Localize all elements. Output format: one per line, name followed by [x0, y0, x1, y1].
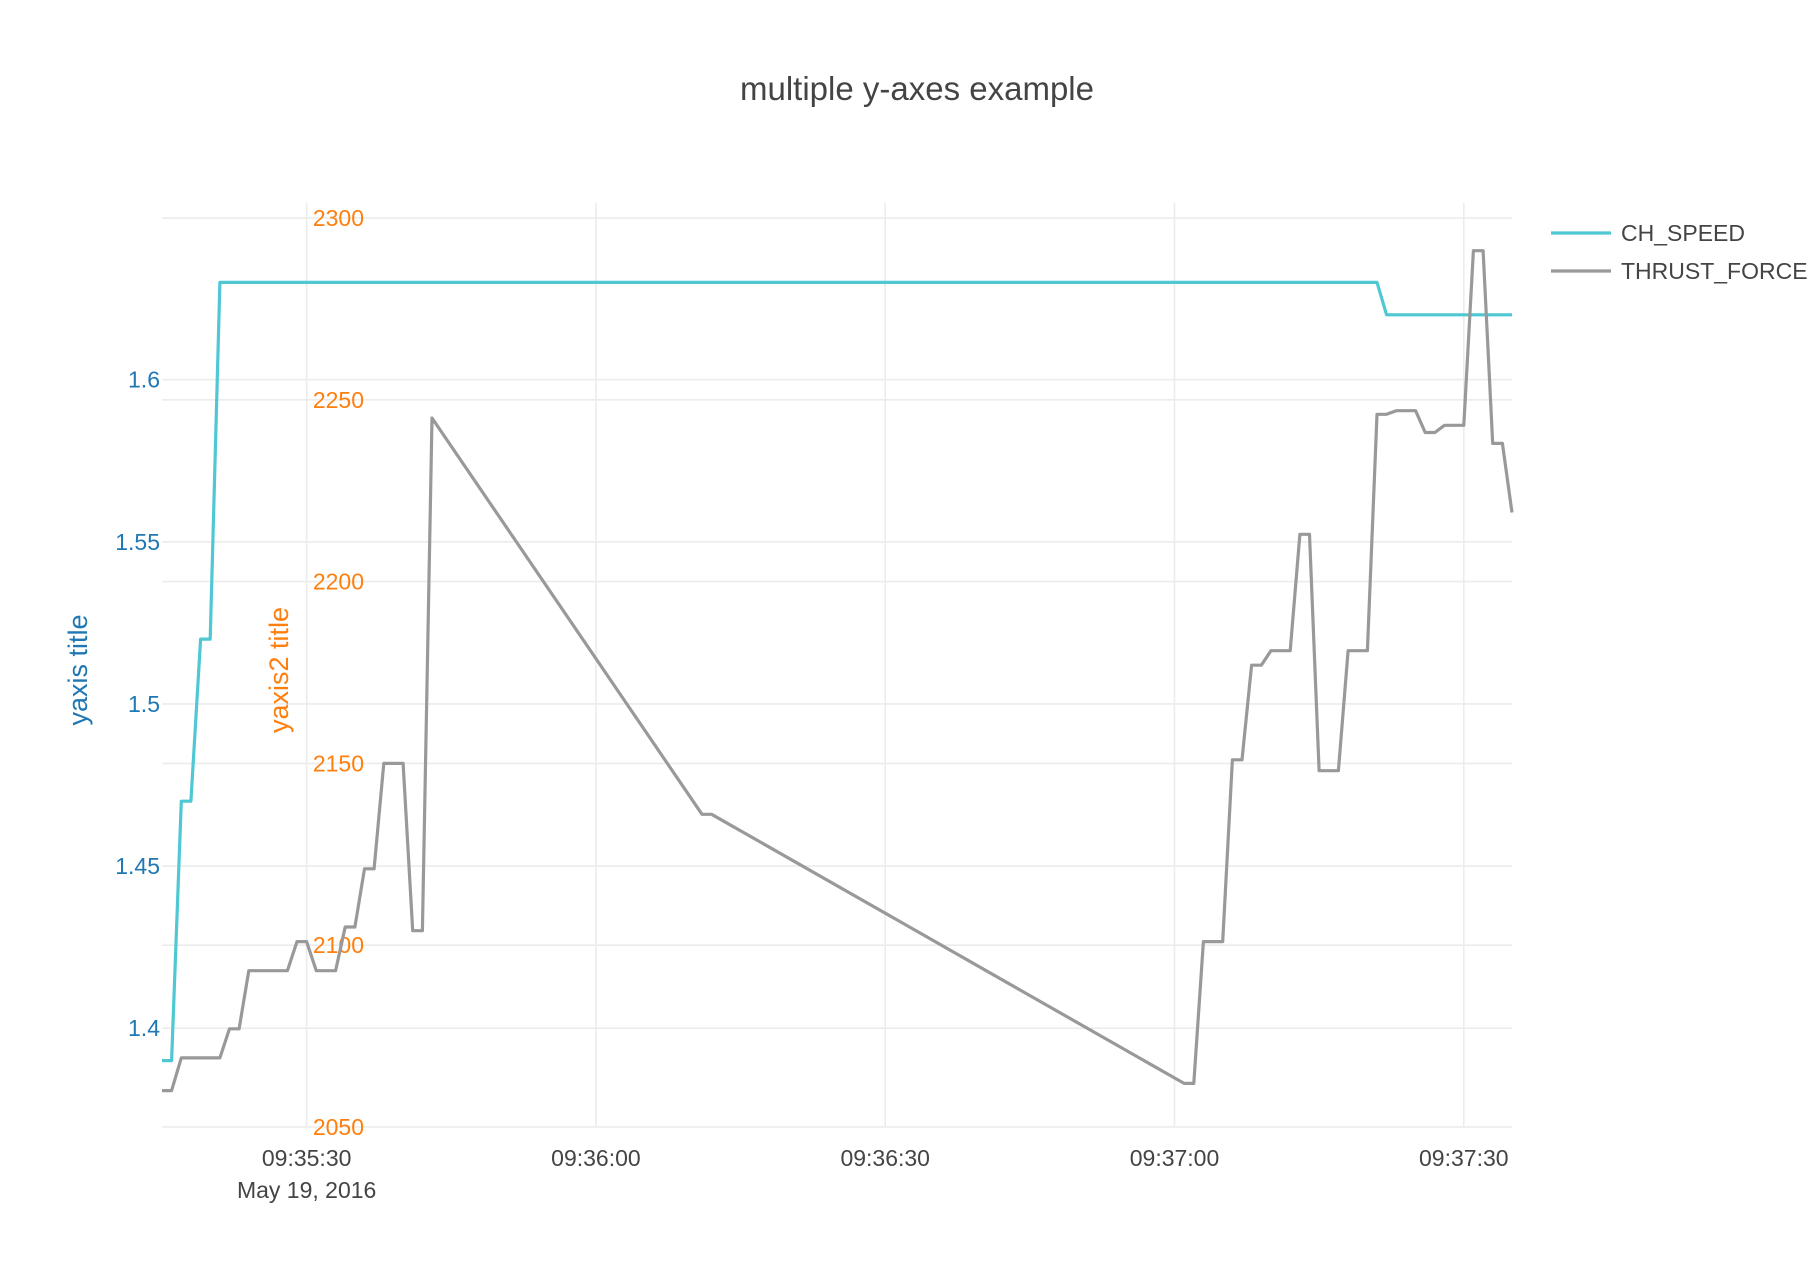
y-tick-label: 1.4 [128, 1015, 160, 1041]
y2-tick-label: 2150 [313, 750, 364, 776]
y2-tick-label: 2050 [313, 1114, 364, 1140]
y-tick-label: 1.45 [115, 853, 160, 879]
x-date-label: May 19, 2016 [237, 1177, 376, 1203]
y-tick-label: 1.6 [128, 367, 160, 393]
y2-tick-label: 2200 [313, 569, 364, 595]
x-tick-label: 09:36:30 [840, 1145, 930, 1171]
series-line-thrust-force [162, 249, 1514, 1093]
y-tick-label: 1.5 [128, 691, 160, 717]
y-tick-label: 1.55 [115, 529, 160, 555]
grid-lines [162, 203, 1512, 1128]
legend-item-ch-speed[interactable]: CH_SPEED [1551, 220, 1745, 246]
x-tick-label: 09:36:00 [551, 1145, 641, 1171]
y2-axis-title: yaxis2 title [264, 607, 294, 733]
x-tick-label: 09:37:00 [1130, 1145, 1220, 1171]
y-axis-title: yaxis title [63, 614, 93, 725]
tick-labels: 09:35:30 09:36:00 09:36:30 09:37:00 09:37:30… [115, 205, 1508, 1203]
y2-tick-label: 2300 [313, 205, 364, 231]
series-line-ch-speed [162, 280, 1512, 1063]
legend-label: THRUST_FORCE [1621, 258, 1808, 284]
chart-title: multiple y-axes example [740, 70, 1094, 107]
y2-tick-label: 2250 [313, 387, 364, 413]
x-tick-label: 09:37:30 [1419, 1145, 1509, 1171]
x-tick-label: 09:35:30 [262, 1145, 352, 1171]
legend-item-thrust-force[interactable]: THRUST_FORCE [1551, 258, 1808, 284]
series [162, 249, 1514, 1093]
legend[interactable]: CH_SPEED THRUST_FORCE [1551, 220, 1808, 284]
legend-label: CH_SPEED [1621, 220, 1745, 246]
